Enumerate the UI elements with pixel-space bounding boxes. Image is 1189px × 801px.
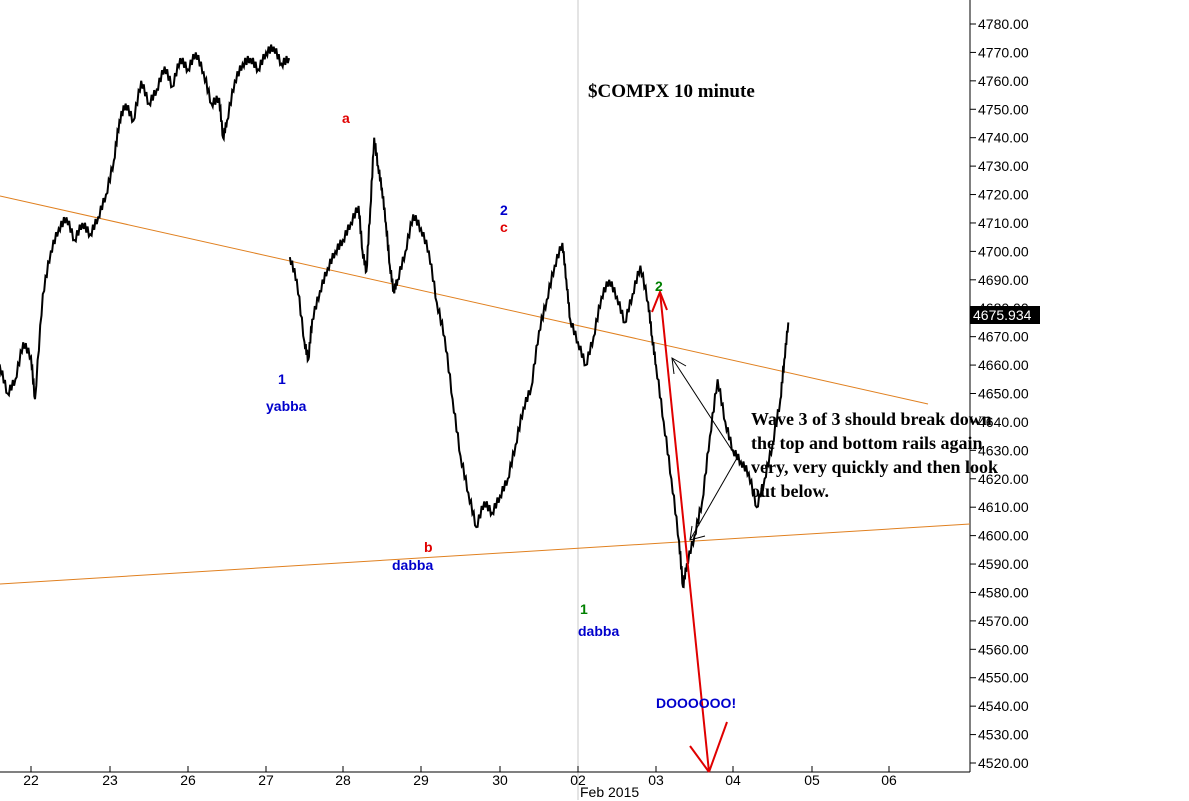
x-axis: 22 23 26 27 28 29 30 02 03 04 05 06 [23,766,897,788]
y-tick-label: 4720.00 [978,187,1029,203]
y-tick-label: 4560.00 [978,641,1029,657]
label-a: a [342,110,350,126]
y-tick-label: 4710.00 [978,215,1029,231]
label-wave1: 1 [278,371,286,387]
projection-tip-right [708,721,728,773]
y-tick-label: 4550.00 [978,670,1029,686]
y-tick-label: 4650.00 [978,386,1029,402]
comment-line-1: Wave 3 of 3 should break down [751,409,992,429]
label-green-2: 2 [655,278,663,294]
callout-arrow-lower-head [689,525,706,541]
y-tick-label: 4760.00 [978,73,1029,89]
label-b: b [424,539,433,555]
comment-line-2: the top and bottom rails again [751,433,983,453]
y-tick-label: 4580.00 [978,584,1029,600]
x-tick-label: 23 [102,772,118,788]
y-tick-label: 4660.00 [978,357,1029,373]
x-tick-label: 27 [258,772,274,788]
y-tick-label: 4780.00 [978,16,1029,32]
callout-arrow-upper [671,357,738,459]
x-month-label: Feb 2015 [580,784,639,800]
x-tick-label: 28 [335,772,351,788]
projection-arrow [651,289,728,773]
y-tick-label: 4670.00 [978,329,1029,345]
y-tick-label: 4540.00 [978,698,1029,714]
price-line-segment-2 [288,137,790,589]
callout-arrow-upper-head [671,357,687,375]
x-tick-label: 02 [570,772,586,788]
y-tick-label: 4640.00 [978,414,1029,430]
callout-arrows [671,357,738,541]
x-tick-label: 26 [180,772,196,788]
comment-line-3: very, very quickly and then look [751,457,998,477]
price-series [0,44,790,589]
x-tick-label: 06 [881,772,897,788]
y-tick-label: 4740.00 [978,130,1029,146]
lower-trendline [0,523,971,585]
x-tick-label: 29 [413,772,429,788]
x-tick-label: 22 [23,772,39,788]
label-yabba: yabba [266,398,307,414]
y-tick-label: 4750.00 [978,101,1029,117]
label-c: c [500,219,508,235]
last-price-tag: 4675.934 [970,306,1040,324]
y-tick-label: 4770.00 [978,44,1029,60]
last-price-label: 4675.934 [973,307,1032,323]
comment-line-4: out below. [751,481,829,501]
plot-background [0,0,970,772]
y-tick-label: 4590.00 [978,556,1029,572]
x-tick-label: 04 [725,772,741,788]
price-line-segment-1 [0,44,291,400]
last-price-box [970,306,1040,324]
label-doooooo: DOOOOOO! [656,695,736,711]
projection-tip-left [689,745,710,773]
y-tick-label: 4530.00 [978,727,1029,743]
y-tick-label: 4520.00 [978,755,1029,771]
chart-title: $COMPX 10 minute [588,81,755,102]
y-tick-label: 4690.00 [978,272,1029,288]
y-tick-label: 4600.00 [978,528,1029,544]
x-tick-label: 03 [648,772,664,788]
y-axis: 4520.00 4530.00 4540.00 4550.00 4560.00 4570.… [970,16,1029,771]
y-tick-label: 4730.00 [978,158,1029,174]
y-tick-label: 4630.00 [978,442,1029,458]
label-wave2: 2 [500,202,508,218]
x-tick-label: 30 [492,772,508,788]
y-tick-label: 4610.00 [978,499,1029,515]
projection-start-tick [651,289,668,313]
upper-trendline [0,195,929,405]
callout-arrow-lower [689,457,738,541]
x-tick-label: 05 [804,772,820,788]
commentary: Wave 3 of 3 should break down the top an… [751,409,998,501]
y-tick-label: 4700.00 [978,243,1029,259]
y-tick-label: 4620.00 [978,471,1029,487]
y-tick-label: 4570.00 [978,613,1029,629]
projection-line [659,291,710,773]
label-dabba-1: dabba [392,557,433,573]
label-dabba-2: dabba [578,623,619,639]
label-green-1: 1 [580,601,588,617]
